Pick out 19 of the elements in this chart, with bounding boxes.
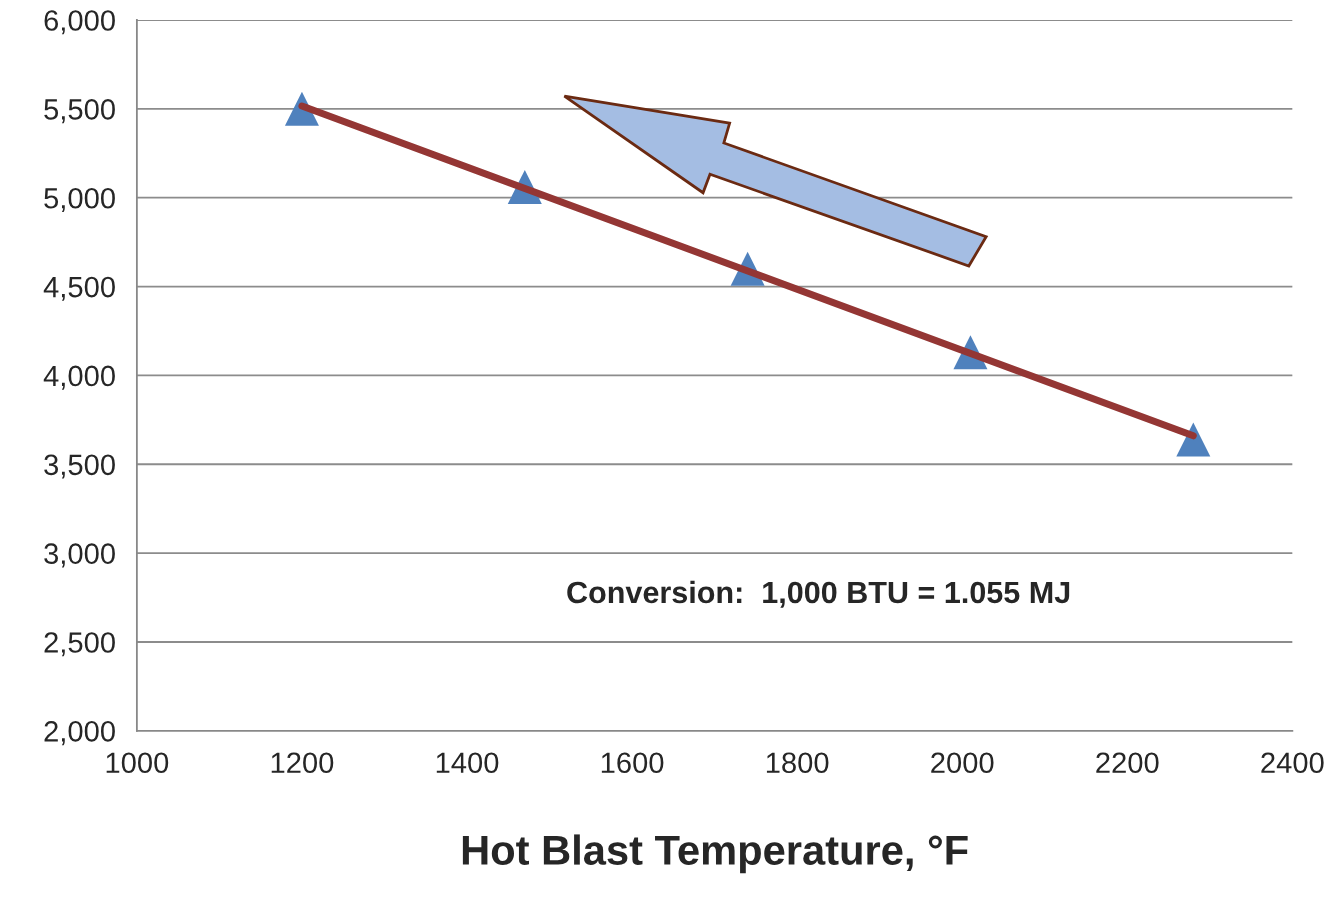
y-tick-label: 3,500 <box>44 454 115 479</box>
y-tick-label: 3,000 <box>44 543 115 568</box>
x-axis-title: Hot Blast Temperature, °F <box>462 834 968 874</box>
x-tick-label: 2200 <box>1096 752 1159 774</box>
x-tick-label: 1800 <box>766 752 829 774</box>
x-tick-label: 2400 <box>1261 752 1324 774</box>
y-tick-label: 6,000 <box>44 10 115 35</box>
y-tick-label: 5,000 <box>44 187 115 213</box>
y-tick-label: 2,500 <box>44 632 115 657</box>
annotation: Conversion: 1,000 BTU = 1.055 MJ <box>567 580 1070 608</box>
x-tick-label: 2000 <box>931 752 994 774</box>
y-tick-label: 4,500 <box>43 276 115 301</box>
x-tick-label: 1000 <box>106 752 169 774</box>
y-tick-label: 2,000 <box>44 721 115 746</box>
x-tick-label: 1400 <box>436 752 499 774</box>
y-tick-label: 4,000 <box>43 365 115 390</box>
x-tick-label: 1600 <box>601 752 664 774</box>
x-tick-label: 1200 <box>271 752 334 774</box>
y-tick-label: 5,500 <box>44 99 115 124</box>
